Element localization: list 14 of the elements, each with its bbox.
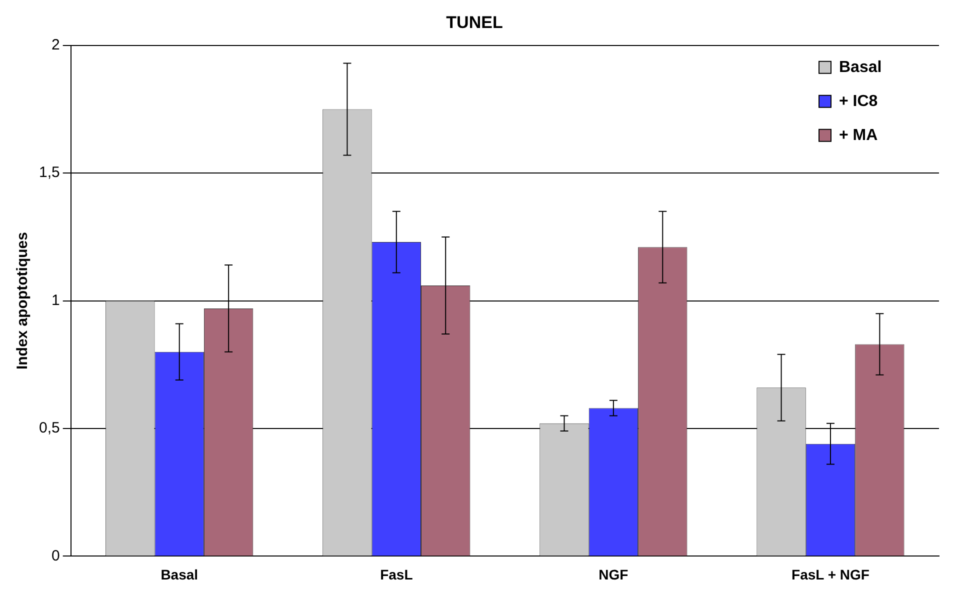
y-tick-label: 2 bbox=[52, 36, 60, 54]
y-tick-label: 1 bbox=[52, 292, 60, 309]
legend-label: + IC8 bbox=[839, 92, 878, 110]
y-axis-title: Index apoptotiques bbox=[14, 232, 32, 370]
legend-label: Basal bbox=[839, 58, 882, 76]
chart-title: TUNEL bbox=[446, 12, 503, 32]
x-tick-label: Basal bbox=[160, 566, 198, 582]
y-tick-label: 0 bbox=[52, 547, 60, 564]
y-tick-label: 1,5 bbox=[38, 164, 60, 182]
x-tick-label: NGF bbox=[598, 566, 629, 582]
y-tick-label: 0,5 bbox=[38, 420, 60, 437]
legend-label: + MA bbox=[839, 126, 878, 144]
x-tick-label: FasL + NGF bbox=[792, 566, 870, 582]
x-tick-label: FasL bbox=[380, 566, 414, 582]
